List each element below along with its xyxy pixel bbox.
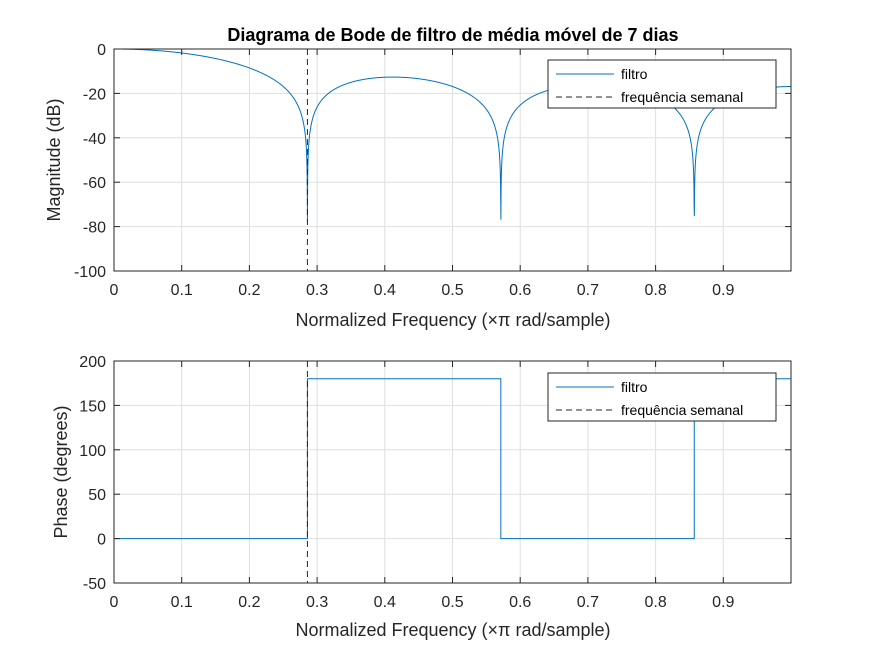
x-tick-label: 0.1 bbox=[171, 282, 193, 299]
x-tick-label: 0.8 bbox=[644, 594, 666, 611]
x-tick-label: 0.4 bbox=[374, 594, 396, 611]
phase-ticks: 0 0.1 0.2 0.3 0.4 0.5 0.6 0.7 0.8 0.9 200 150 100 50 0… bbox=[79, 354, 791, 611]
x-tick-label: 0.5 bbox=[441, 594, 463, 611]
x-tick-label: 0.6 bbox=[509, 282, 531, 299]
x-tick-label: 0.3 bbox=[306, 282, 328, 299]
x-tick-label: 0.9 bbox=[712, 282, 734, 299]
phase-ylabel: Phase (degrees) bbox=[51, 405, 71, 538]
y-tick-label: -20 bbox=[83, 86, 106, 103]
magnitude-legend: filtro frequência semanal bbox=[547, 59, 777, 109]
y-tick-label: 0 bbox=[97, 532, 106, 549]
y-tick-label: -80 bbox=[83, 220, 106, 237]
x-tick-label: 0.5 bbox=[441, 282, 463, 299]
y-tick-label: 100 bbox=[79, 443, 106, 460]
y-tick-label: -50 bbox=[83, 576, 106, 593]
x-tick-label: 0.6 bbox=[509, 594, 531, 611]
x-tick-label: 0.9 bbox=[712, 594, 734, 611]
chart-title: Diagrama de Bode de filtro de média móve… bbox=[227, 25, 678, 45]
phase-panel: 0 0.1 0.2 0.3 0.4 0.5 0.6 0.7 0.8 0.9 200 150 100 50 0… bbox=[51, 354, 792, 640]
x-tick-label: 0.8 bbox=[644, 282, 666, 299]
y-tick-label: 200 bbox=[79, 354, 106, 371]
y-tick-label: -60 bbox=[83, 175, 106, 192]
legend-label-semanal: frequência semanal bbox=[621, 89, 743, 105]
x-tick-label: 0.1 bbox=[171, 594, 193, 611]
magnitude-xlabel: Normalized Frequency (×π rad/sample) bbox=[295, 310, 610, 330]
legend-box bbox=[547, 59, 777, 109]
x-tick-label: 0.2 bbox=[238, 594, 260, 611]
phase-legend: filtro frequência semanal bbox=[547, 372, 777, 422]
filtro-magnitude-line bbox=[114, 48, 791, 222]
x-tick-label: 0 bbox=[110, 282, 119, 299]
magnitude-panel: 0 0.1 0.2 0.3 0.4 0.5 0.6 0.7 0.8 0.9 0 -20 -40 -60 -8… bbox=[44, 42, 792, 330]
magnitude-ticks: 0 0.1 0.2 0.3 0.4 0.5 0.6 0.7 0.8 0.9 0 -20 -40 -60 -8… bbox=[74, 42, 791, 299]
legend-label-filtro: filtro bbox=[621, 379, 648, 395]
x-tick-label: 0 bbox=[110, 594, 119, 611]
y-tick-label: -40 bbox=[83, 131, 106, 148]
legend-label-semanal: frequência semanal bbox=[621, 402, 743, 418]
x-tick-label: 0.7 bbox=[577, 282, 599, 299]
x-tick-label: 0.3 bbox=[306, 594, 328, 611]
y-tick-label: 0 bbox=[97, 42, 106, 59]
x-tick-label: 0.7 bbox=[577, 594, 599, 611]
magnitude-ylabel: Magnitude (dB) bbox=[44, 98, 64, 221]
y-tick-label: 50 bbox=[88, 487, 106, 504]
y-tick-label: 150 bbox=[79, 398, 106, 415]
phase-xlabel: Normalized Frequency (×π rad/sample) bbox=[295, 620, 610, 640]
x-tick-label: 0.4 bbox=[374, 282, 396, 299]
legend-box bbox=[547, 372, 777, 422]
y-tick-label: -100 bbox=[74, 264, 106, 281]
x-tick-label: 0.2 bbox=[238, 282, 260, 299]
magnitude-marks bbox=[114, 48, 791, 271]
legend-label-filtro: filtro bbox=[621, 66, 648, 82]
